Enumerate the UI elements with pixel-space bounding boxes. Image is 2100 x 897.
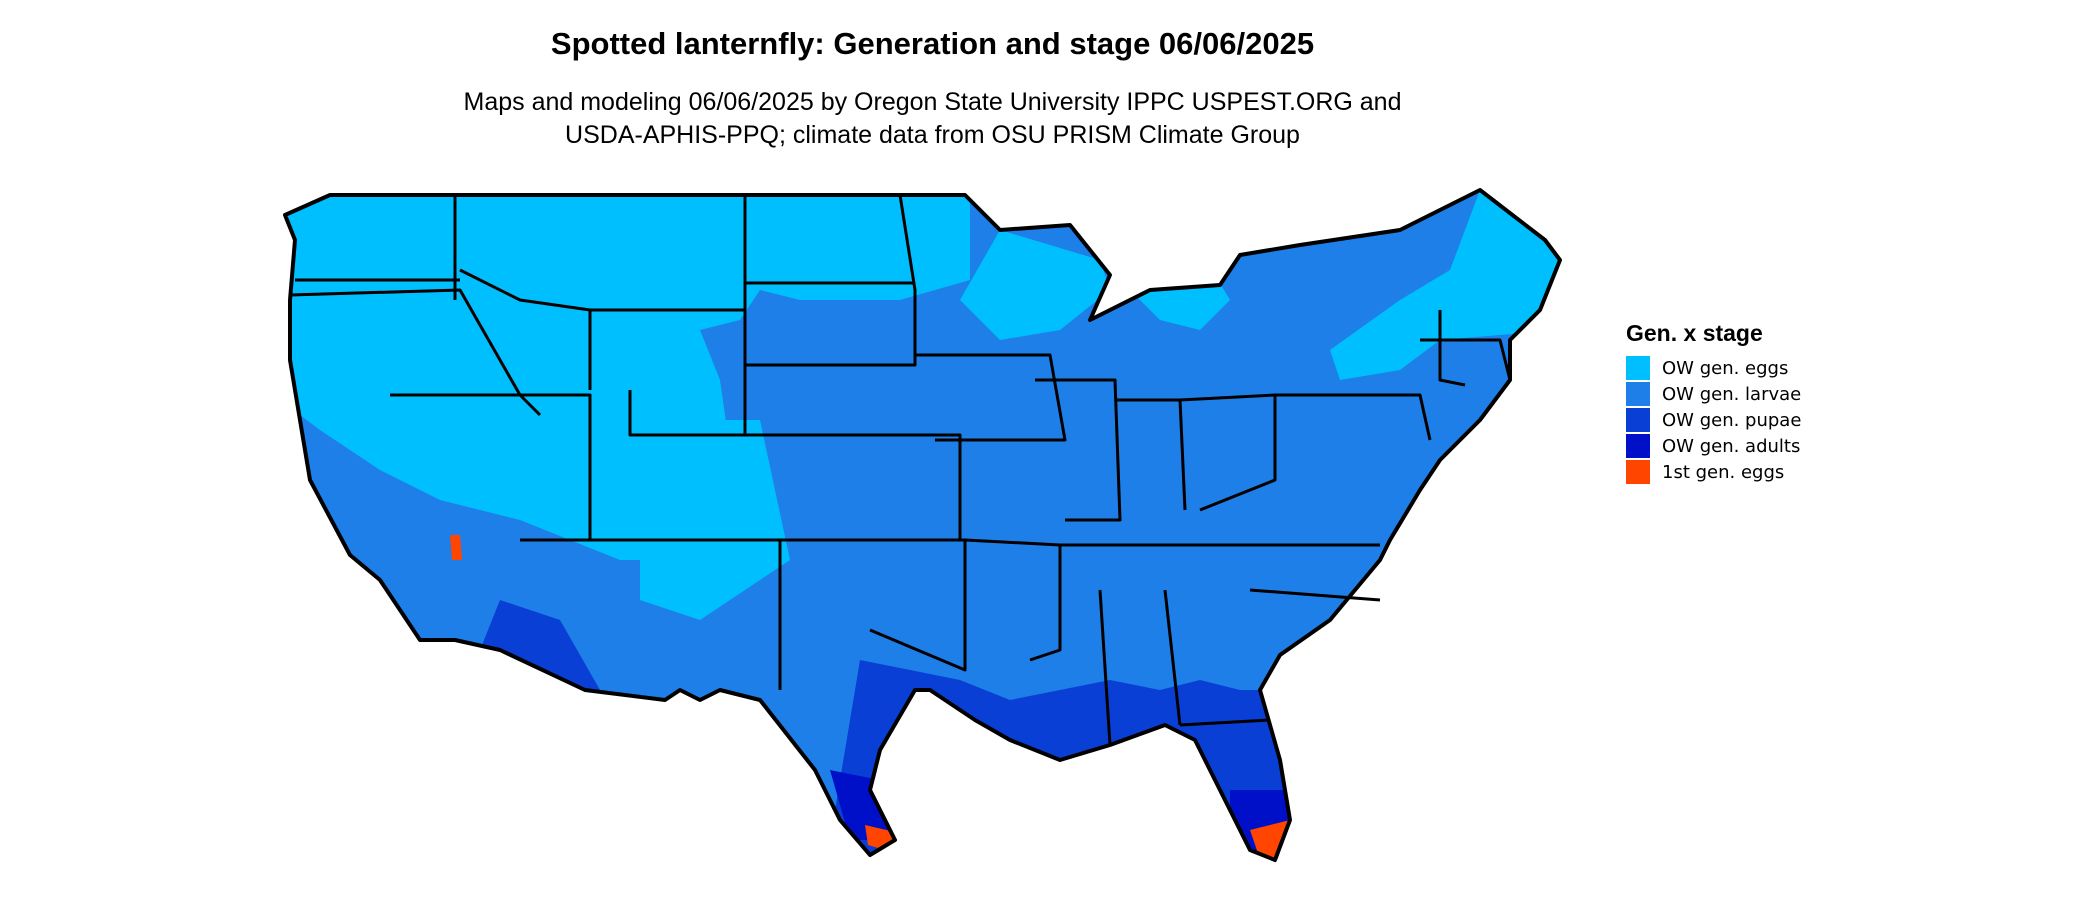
map-title: Spotted lanternfly: Generation and stage… bbox=[550, 26, 1315, 61]
border-fl-ga bbox=[1179, 718, 1271, 727]
border-ar-la bbox=[964, 538, 1062, 662]
border-ms-al bbox=[1098, 589, 1112, 746]
border-pa bbox=[1275, 393, 1432, 441]
legend-swatch-ow-eggs bbox=[1626, 356, 1650, 380]
border-ia-mo bbox=[915, 353, 1067, 442]
legend-label-ow-larvae: OW gen. larvae bbox=[1662, 383, 1802, 405]
map-legend: Gen. x stage OW gen. eggs OW gen. larvae… bbox=[1626, 320, 1801, 485]
border-tx-ok bbox=[770, 538, 967, 672]
zone-first-gen-desert bbox=[450, 535, 462, 560]
zone-pupae-south bbox=[820, 660, 1300, 860]
zone-eggs-northeast bbox=[1330, 190, 1560, 380]
legend-swatch-first-gen-eggs bbox=[1626, 460, 1650, 484]
subtitle-line-2: USDA-APHIS-PPQ; climate data from OSU PR… bbox=[565, 121, 1300, 149]
border-al-ga bbox=[1163, 589, 1182, 726]
legend-swatch-ow-larvae bbox=[1626, 382, 1650, 406]
map-subtitle: Maps and modeling 06/06/2025 by Oregon S… bbox=[0, 86, 1865, 152]
border-id-wy bbox=[459, 268, 592, 390]
zone-eggs-great-lakes bbox=[960, 230, 1110, 340]
zone-eggs-southwest bbox=[640, 420, 790, 620]
state-borders bbox=[289, 194, 1512, 746]
legend-item-ow-adults: OW gen. adults bbox=[1626, 433, 1801, 459]
legend-label-ow-eggs: OW gen. eggs bbox=[1662, 357, 1789, 379]
legend-item-first-gen-eggs: 1st gen. eggs bbox=[1626, 459, 1801, 485]
legend-label-ow-pupae: OW gen. pupae bbox=[1662, 409, 1802, 431]
legend-title: Gen. x stage bbox=[1626, 320, 1763, 346]
legend-item-ow-eggs: OW gen. eggs bbox=[1626, 355, 1801, 381]
legend-label-ow-adults: OW gen. adults bbox=[1662, 435, 1801, 457]
border-ca-nv-or bbox=[289, 288, 542, 417]
border-vt-nh bbox=[1438, 310, 1466, 387]
subtitle-line-1: Maps and modeling 06/06/2025 by Oregon S… bbox=[463, 88, 1402, 116]
border-oh bbox=[1179, 393, 1277, 512]
border-dakotas bbox=[743, 194, 917, 367]
legend-item-ow-pupae: OW gen. pupae bbox=[1626, 407, 1801, 433]
legend-swatch-ow-adults bbox=[1626, 434, 1650, 458]
legend-label-first-gen-eggs: 1st gen. eggs bbox=[1662, 461, 1785, 483]
legend-swatch-ow-pupae bbox=[1626, 408, 1650, 432]
border-nc-sc bbox=[1249, 588, 1381, 602]
legend-item-ow-larvae: OW gen. larvae bbox=[1626, 381, 1801, 407]
border-il bbox=[1035, 378, 1122, 522]
border-new-england bbox=[1420, 338, 1512, 381]
